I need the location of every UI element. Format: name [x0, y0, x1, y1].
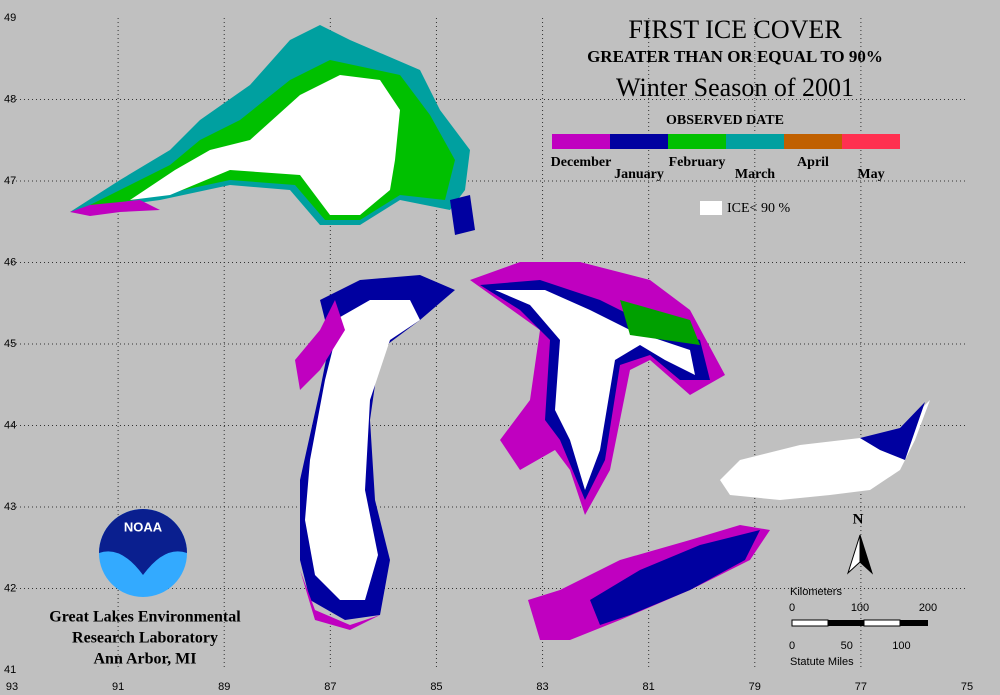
longitude-label: 77 [855, 681, 867, 693]
longitude-label: 89 [218, 681, 230, 693]
latitude-label: 46 [4, 256, 16, 268]
legend-label: March [735, 167, 775, 182]
longitude-label: 75 [961, 681, 973, 693]
latitude-label: 44 [4, 419, 16, 431]
longitude-label: 85 [430, 681, 442, 693]
mile-tick-label: 0 [789, 640, 795, 652]
north-label: N [853, 511, 864, 527]
season: Winter Season of 2001 [616, 73, 854, 102]
legend-swatch [668, 134, 726, 149]
legend-swatch [784, 134, 842, 149]
longitude-label: 93 [6, 681, 18, 693]
scale-km-title: Kilometers [790, 586, 842, 598]
mile-tick-label: 50 [841, 640, 853, 652]
latitude-label: 41 [4, 664, 16, 676]
latitude-label: 48 [4, 93, 16, 105]
north-arrow [859, 534, 874, 575]
latitude-label: 42 [4, 582, 16, 594]
latitude-label: 49 [4, 12, 16, 24]
longitude-label: 91 [112, 681, 124, 693]
latitude-label: 47 [4, 175, 16, 187]
lake-michigan [295, 275, 455, 630]
credit-line: Ann Arbor, MI [94, 651, 197, 668]
ice-swatch [700, 201, 722, 215]
legend-label: May [857, 167, 884, 182]
legend-swatch [726, 134, 784, 149]
legend-title: OBSERVED DATE [666, 113, 784, 128]
scale-labels: 0 100 200 0 50 100 [789, 602, 937, 652]
lake-huron [470, 262, 725, 515]
longitude-label: 87 [324, 681, 336, 693]
km-tick-label: 100 [851, 602, 869, 614]
legend-swatch [552, 134, 610, 149]
longitude-label: 79 [749, 681, 761, 693]
mile-tick-label: 100 [892, 640, 910, 652]
scale-mi-title: Statute Miles [790, 656, 854, 668]
legend-label: February [669, 155, 726, 170]
legend-label: December [551, 155, 612, 170]
lake-ontario [720, 400, 930, 500]
noaa-logo: NOAA [99, 509, 187, 597]
legend-swatch [610, 134, 668, 149]
credit-line: Research Laboratory [72, 630, 218, 647]
lake-erie [528, 525, 770, 640]
km-tick-label: 200 [919, 602, 937, 614]
ice-label: ICE< 90 % [727, 201, 790, 216]
km-tick-label: 0 [789, 602, 795, 614]
legend-swatch [842, 134, 900, 149]
legend-label: April [797, 155, 829, 170]
longitude-label: 83 [536, 681, 548, 693]
lake-superior [70, 25, 475, 235]
scale-bar [791, 619, 928, 627]
credit-line: Great Lakes Environmental [49, 609, 241, 626]
latitude-label: 45 [4, 338, 16, 350]
latitude-label: 43 [4, 501, 16, 513]
longitude-label: 81 [643, 681, 655, 693]
logo-text: NOAA [124, 519, 163, 534]
legend-label: January [614, 167, 664, 182]
subtitle: GREATER THAN OR EQUAL TO 90% [587, 47, 883, 66]
title: FIRST ICE COVER [628, 15, 842, 44]
